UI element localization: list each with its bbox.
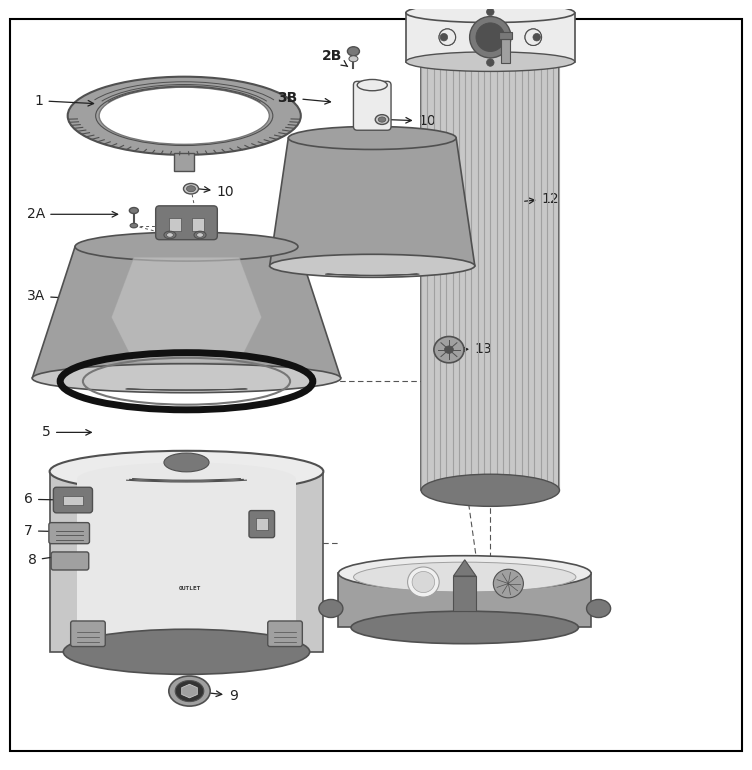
Bar: [499, 32, 512, 39]
FancyBboxPatch shape: [353, 82, 391, 130]
Bar: [256, 518, 268, 530]
Ellipse shape: [175, 681, 204, 701]
FancyBboxPatch shape: [71, 621, 105, 647]
Ellipse shape: [412, 571, 435, 593]
Text: 9: 9: [194, 688, 238, 702]
Polygon shape: [32, 246, 341, 378]
Ellipse shape: [408, 567, 439, 597]
Ellipse shape: [375, 115, 389, 125]
Ellipse shape: [270, 254, 475, 277]
Ellipse shape: [525, 29, 541, 45]
Text: 3B: 3B: [277, 91, 330, 105]
Ellipse shape: [164, 453, 209, 472]
Ellipse shape: [319, 600, 343, 618]
Ellipse shape: [533, 33, 541, 41]
Ellipse shape: [439, 29, 456, 45]
Ellipse shape: [194, 231, 206, 239]
Ellipse shape: [183, 183, 199, 194]
Text: 10: 10: [193, 185, 235, 199]
Polygon shape: [270, 138, 475, 266]
Ellipse shape: [434, 336, 464, 363]
Ellipse shape: [164, 231, 176, 239]
Ellipse shape: [493, 569, 523, 598]
Text: 2B: 2B: [322, 49, 347, 66]
Bar: [174, 153, 194, 172]
Ellipse shape: [32, 363, 341, 393]
Ellipse shape: [186, 186, 196, 192]
Ellipse shape: [357, 79, 387, 91]
Text: 7: 7: [24, 524, 60, 538]
Polygon shape: [50, 471, 323, 652]
Ellipse shape: [347, 47, 359, 55]
Text: 10: 10: [389, 114, 436, 128]
Text: 4: 4: [42, 374, 98, 388]
Ellipse shape: [378, 117, 386, 122]
Polygon shape: [111, 257, 262, 363]
FancyBboxPatch shape: [53, 487, 92, 513]
Ellipse shape: [167, 233, 173, 237]
FancyBboxPatch shape: [249, 511, 274, 537]
Ellipse shape: [421, 474, 559, 507]
Ellipse shape: [476, 23, 505, 52]
Ellipse shape: [587, 600, 611, 618]
FancyBboxPatch shape: [156, 206, 217, 239]
Polygon shape: [338, 574, 591, 628]
Polygon shape: [182, 685, 197, 698]
Ellipse shape: [63, 629, 310, 675]
Bar: [63, 496, 83, 504]
Bar: [501, 39, 510, 63]
Ellipse shape: [469, 16, 511, 58]
Bar: [453, 576, 476, 611]
Text: 2A: 2A: [27, 207, 117, 221]
Bar: [169, 218, 181, 232]
Text: 3A: 3A: [27, 290, 86, 303]
Polygon shape: [77, 479, 296, 637]
Ellipse shape: [197, 233, 203, 237]
Ellipse shape: [440, 33, 447, 41]
Polygon shape: [453, 560, 476, 576]
FancyBboxPatch shape: [49, 523, 89, 544]
Bar: [192, 218, 204, 232]
Ellipse shape: [130, 223, 138, 228]
Text: 5: 5: [42, 425, 91, 440]
Ellipse shape: [288, 126, 456, 149]
Ellipse shape: [75, 233, 298, 261]
Ellipse shape: [77, 463, 296, 496]
Text: 11: 11: [510, 47, 553, 61]
Text: OUTLET: OUTLET: [179, 585, 202, 591]
Ellipse shape: [439, 29, 456, 45]
Bar: [406, 13, 575, 62]
Ellipse shape: [406, 3, 575, 22]
Text: 1: 1: [35, 94, 93, 108]
Ellipse shape: [129, 208, 138, 213]
Ellipse shape: [68, 77, 301, 155]
Text: 6: 6: [24, 492, 65, 507]
Ellipse shape: [99, 87, 269, 144]
Ellipse shape: [168, 676, 210, 706]
Ellipse shape: [50, 450, 323, 492]
Ellipse shape: [351, 611, 578, 644]
Ellipse shape: [487, 8, 494, 15]
Ellipse shape: [444, 346, 453, 353]
Ellipse shape: [353, 562, 576, 592]
FancyBboxPatch shape: [51, 552, 89, 570]
Bar: [421, 62, 559, 490]
Text: 13: 13: [454, 342, 493, 356]
Ellipse shape: [406, 52, 575, 72]
Ellipse shape: [525, 29, 541, 45]
Ellipse shape: [349, 55, 358, 62]
Ellipse shape: [487, 59, 494, 66]
FancyBboxPatch shape: [268, 621, 302, 647]
Ellipse shape: [338, 556, 591, 591]
Text: 12: 12: [525, 192, 559, 206]
Text: 8: 8: [28, 553, 59, 567]
